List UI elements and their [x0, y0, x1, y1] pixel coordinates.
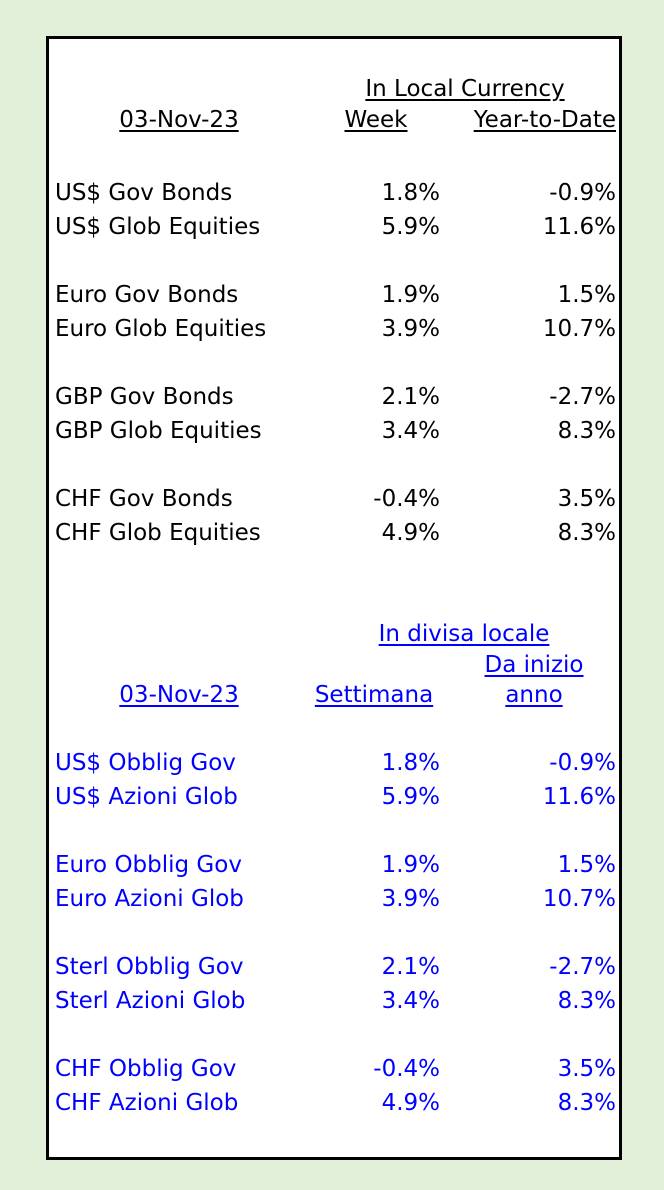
col-ytd-header: Year-to-Date [473, 107, 616, 133]
row-label: CHF Obblig Gov [55, 1056, 237, 1082]
row-week-value: 4.9% [381, 1090, 440, 1116]
row-week-value: 3.4% [381, 988, 440, 1014]
header-divisa-locale: In divisa locale [378, 621, 550, 647]
row-ytd-value: 1.5% [557, 282, 616, 308]
row-ytd-value: 10.7% [542, 316, 616, 342]
row-label: Euro Obblig Gov [55, 852, 242, 878]
row-week-value: 1.9% [381, 282, 440, 308]
row-label: US$ Gov Bonds [55, 180, 233, 206]
row-week-value: 3.9% [381, 886, 440, 912]
row-label: Euro Gov Bonds [55, 282, 239, 308]
row-ytd-value: 3.5% [557, 1056, 616, 1082]
row-ytd-value: 3.5% [557, 486, 616, 512]
row-label: Sterl Obblig Gov [55, 954, 244, 980]
row-label: US$ Glob Equities [55, 214, 261, 240]
row-ytd-value: -0.9% [549, 180, 616, 206]
row-label: CHF Glob Equities [55, 520, 261, 546]
row-week-value: 3.4% [381, 418, 440, 444]
col-week-header: Week [344, 107, 408, 133]
row-week-value: 5.9% [381, 784, 440, 810]
col-week-header: Settimana [314, 682, 434, 708]
row-ytd-value: -0.9% [549, 750, 616, 776]
row-label: Euro Azioni Glob [55, 886, 244, 912]
row-ytd-value: -2.7% [549, 384, 616, 410]
row-ytd-value: 11.6% [542, 784, 616, 810]
row-week-value: -0.4% [373, 486, 440, 512]
row-label: GBP Gov Bonds [55, 384, 234, 410]
row-label: CHF Gov Bonds [55, 486, 233, 512]
row-label: Euro Glob Equities [55, 316, 267, 342]
row-label: US$ Obblig Gov [55, 750, 236, 776]
row-week-value: 1.8% [381, 750, 440, 776]
row-label: GBP Glob Equities [55, 418, 262, 444]
row-ytd-value: 8.3% [557, 988, 616, 1014]
returns-table-card: In Local Currency 03-Nov-23 Week Year-to… [46, 36, 622, 1160]
col-ytd-header-line2: anno [505, 682, 563, 708]
col-ytd-header-line1: Da inizio [484, 652, 584, 678]
row-ytd-value: 8.3% [557, 520, 616, 546]
row-ytd-value: 8.3% [557, 418, 616, 444]
row-ytd-value: 8.3% [557, 1090, 616, 1116]
row-ytd-value: 10.7% [542, 886, 616, 912]
row-label: CHF Azioni Glob [55, 1090, 239, 1116]
row-week-value: 2.1% [381, 384, 440, 410]
row-label: Sterl Azioni Glob [55, 988, 246, 1014]
date-header: 03-Nov-23 [119, 682, 239, 708]
date-header: 03-Nov-23 [119, 107, 239, 133]
row-ytd-value: -2.7% [549, 954, 616, 980]
row-label: US$ Azioni Glob [55, 784, 238, 810]
row-week-value: 1.8% [381, 180, 440, 206]
row-ytd-value: 1.5% [557, 852, 616, 878]
row-week-value: 4.9% [381, 520, 440, 546]
row-ytd-value: 11.6% [542, 214, 616, 240]
header-local-currency: In Local Currency [365, 76, 565, 102]
row-week-value: 5.9% [381, 214, 440, 240]
row-week-value: 2.1% [381, 954, 440, 980]
row-week-value: 3.9% [381, 316, 440, 342]
row-week-value: -0.4% [373, 1056, 440, 1082]
row-week-value: 1.9% [381, 852, 440, 878]
